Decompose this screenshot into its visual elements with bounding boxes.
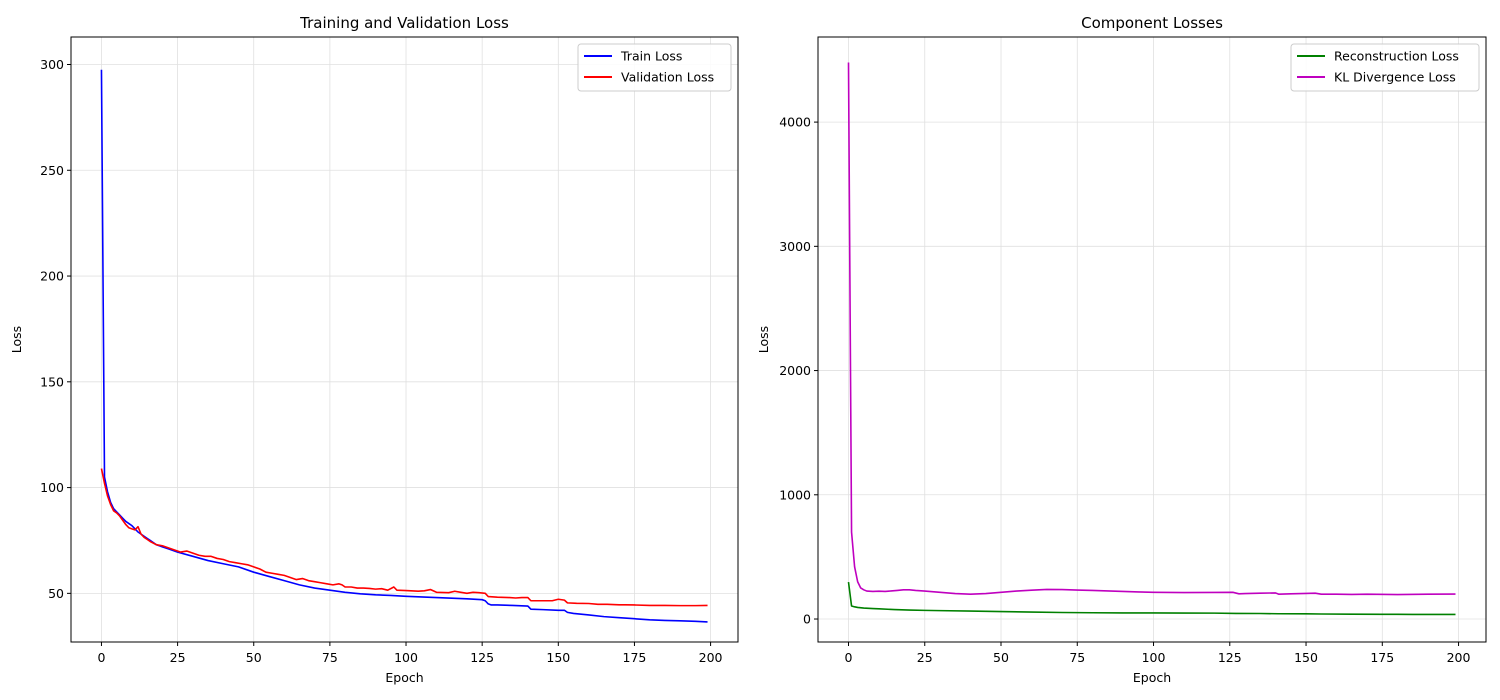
x-tick-label: 75 (1069, 650, 1085, 665)
y-tick-label: 100 (40, 480, 64, 495)
x-tick-label: 175 (1370, 650, 1394, 665)
legend: Train Loss Validation Loss (577, 43, 732, 92)
y-tick-label: 200 (40, 269, 64, 284)
x-tick-label: 150 (1294, 650, 1318, 665)
grid-lines (71, 37, 738, 642)
x-tick-label: 0 (845, 650, 853, 665)
y-tick-label: 0 (803, 612, 811, 627)
x-tick-label: 25 (170, 650, 186, 665)
x-tick-label: 100 (1142, 650, 1166, 665)
series-lines (100, 69, 708, 623)
x-tick-label: 0 (97, 650, 105, 665)
legend-label-train-loss: Train Loss (620, 49, 682, 64)
chart-title: Training and Validation Loss (299, 14, 509, 32)
plot-frame (70, 36, 739, 643)
x-tick-label: 125 (470, 650, 494, 665)
x-tick-label: 50 (246, 650, 262, 665)
x-tick-label: 175 (623, 650, 647, 665)
x-tick-label: 125 (1218, 650, 1242, 665)
legend-label-kl-divergence-loss: KL Divergence Loss (1334, 70, 1456, 85)
legend-label-reconstruction-loss: Reconstruction Loss (1334, 49, 1459, 64)
legend-box (1290, 43, 1480, 92)
legend-label-validation-loss: Validation Loss (621, 70, 714, 85)
chart-training-validation-loss: 0 25 50 75 100 125 150 175 200 50 100 150 200 250 300… (9, 14, 739, 685)
x-tick-label: 150 (546, 650, 570, 665)
y-axis-label: Loss (9, 326, 24, 353)
x-axis-label: Epoch (1133, 670, 1171, 685)
x-axis-label: Epoch (385, 670, 423, 685)
y-tick-group: 50 100 150 200 250 300 (40, 57, 71, 601)
x-tick-label: 200 (699, 650, 723, 665)
y-tick-label: 150 (40, 374, 64, 389)
plot-frame (817, 36, 1487, 643)
series-line-train-loss (100, 69, 708, 623)
legend-box (577, 43, 732, 92)
series-lines (847, 62, 1456, 616)
x-tick-label: 25 (917, 650, 933, 665)
y-tick-label: 3000 (779, 239, 811, 254)
y-tick-label: 1000 (779, 487, 811, 502)
y-tick-label: 300 (40, 57, 64, 72)
x-tick-group: 0 25 50 75 100 125 150 175 200 (845, 642, 1471, 665)
series-line-reconstruction-loss (847, 581, 1456, 616)
chart-title: Component Losses (1081, 14, 1223, 32)
y-tick-label: 50 (48, 586, 64, 601)
x-tick-label: 50 (993, 650, 1009, 665)
y-tick-label: 4000 (779, 115, 811, 130)
y-tick-label: 250 (40, 163, 64, 178)
series-line-kl-divergence-loss (847, 62, 1456, 596)
x-tick-label: 200 (1447, 650, 1471, 665)
x-tick-label: 75 (322, 650, 338, 665)
series-line-validation-loss (100, 468, 708, 607)
x-tick-label: 100 (394, 650, 418, 665)
grid-lines (818, 37, 1486, 642)
y-tick-group: 0 1000 2000 3000 4000 (779, 115, 818, 627)
x-tick-group: 0 25 50 75 100 125 150 175 200 (97, 642, 723, 665)
y-tick-label: 2000 (779, 363, 811, 378)
chart-component-losses: 0 25 50 75 100 125 150 175 200 0 1000 2000 3000 4000… (756, 14, 1487, 685)
y-axis-label: Loss (756, 326, 771, 353)
legend: Reconstruction Loss KL Divergence Loss (1290, 43, 1480, 92)
